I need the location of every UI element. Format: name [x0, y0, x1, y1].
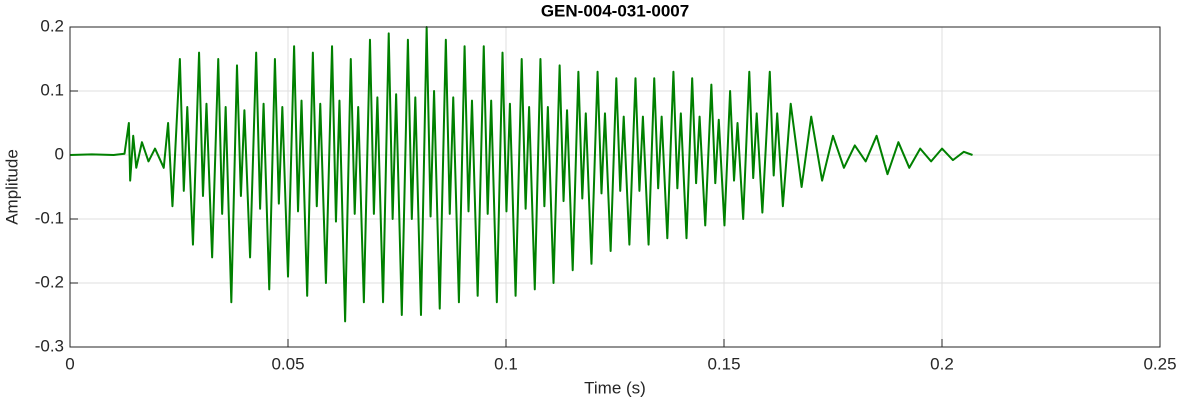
- y-tick-label: -0.1: [35, 208, 64, 227]
- x-tick-label: 0.2: [930, 354, 954, 373]
- x-tick-label: 0: [65, 354, 74, 373]
- axes-box: [69, 26, 1161, 348]
- y-axis-label: Amplitude: [2, 149, 21, 225]
- y-tick-label: 0.2: [40, 16, 64, 35]
- waveform-line: [69, 26, 973, 323]
- x-tick-label: 0.15: [707, 354, 740, 373]
- x-tick-label: 0.1: [494, 354, 518, 373]
- chart-title: GEN-004-031-0007: [541, 1, 689, 20]
- y-tick-label: 0: [55, 144, 64, 163]
- x-axis-label: Time (s): [584, 378, 646, 397]
- y-tick-label: 0.1: [40, 80, 64, 99]
- x-tick-label: 0.05: [271, 354, 304, 373]
- y-tick-label: -0.2: [35, 272, 64, 291]
- y-tick-label: -0.3: [35, 336, 64, 355]
- x-tick-label: 0.25: [1143, 354, 1176, 373]
